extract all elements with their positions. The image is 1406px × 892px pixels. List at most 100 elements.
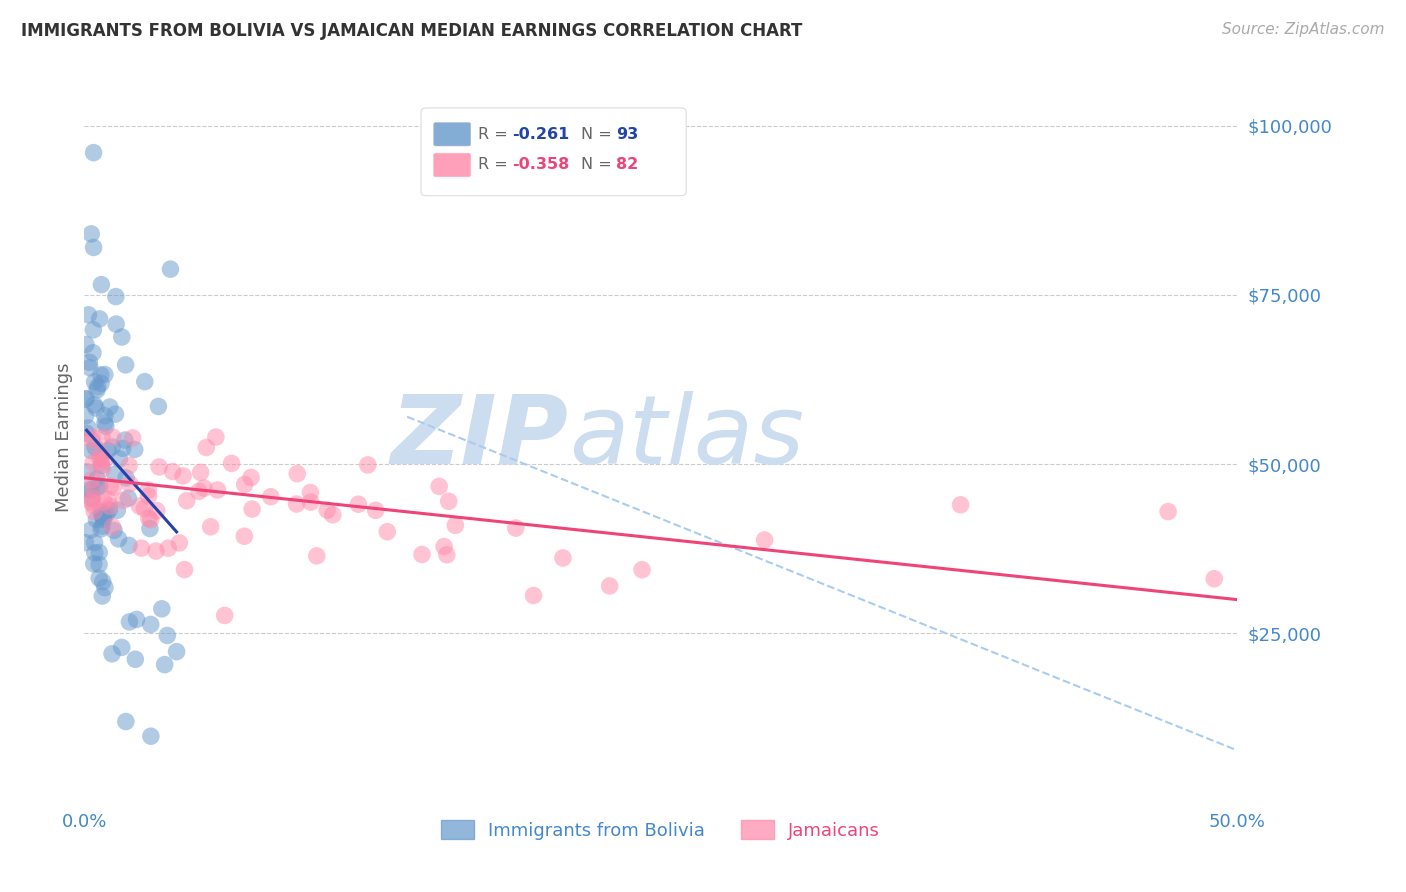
Point <box>86 472 108 486</box>
Point <box>118 458 141 473</box>
Point <box>364 503 387 517</box>
Point <box>505 521 527 535</box>
Point <box>97 443 120 458</box>
Point <box>82 323 104 337</box>
Point <box>90 456 112 470</box>
Point <box>77 421 100 435</box>
Point <box>91 462 114 476</box>
Text: ZIP: ZIP <box>391 391 568 483</box>
Point <box>128 499 150 513</box>
Point <box>96 507 118 521</box>
Text: -0.358: -0.358 <box>512 158 569 172</box>
Point <box>89 447 111 461</box>
Point <box>118 538 141 552</box>
Point <box>100 479 122 493</box>
FancyBboxPatch shape <box>433 122 471 146</box>
Point <box>157 541 180 556</box>
Text: 93: 93 <box>616 127 638 142</box>
Point <box>114 433 136 447</box>
Point <box>111 330 134 344</box>
Point <box>347 497 370 511</box>
Point <box>94 368 117 382</box>
Point <box>124 652 146 666</box>
Point <box>427 479 450 493</box>
Point <box>82 456 104 470</box>
Point <box>190 466 212 480</box>
Point <box>90 368 112 382</box>
Point <box>91 519 114 533</box>
Point <box>522 589 544 603</box>
Point <box>118 476 141 491</box>
Point <box>117 491 139 506</box>
Point <box>949 498 972 512</box>
Point <box>82 491 104 506</box>
Text: N =: N = <box>581 158 617 172</box>
Point <box>97 492 120 507</box>
Point <box>299 495 322 509</box>
Point <box>193 481 215 495</box>
Point <box>75 337 97 351</box>
Point <box>80 483 103 497</box>
Point <box>233 529 256 543</box>
Point <box>76 465 98 479</box>
FancyBboxPatch shape <box>420 108 686 195</box>
Point <box>207 483 229 497</box>
Point <box>83 557 105 571</box>
Point <box>80 491 103 506</box>
Point <box>599 579 621 593</box>
Point <box>89 311 111 326</box>
Point <box>83 546 105 560</box>
Point <box>134 501 156 516</box>
Text: 82: 82 <box>616 158 638 172</box>
Point <box>111 640 134 655</box>
Point <box>260 490 283 504</box>
Point <box>98 400 121 414</box>
Text: R =: R = <box>478 127 512 142</box>
Point <box>118 615 141 629</box>
Point <box>436 548 458 562</box>
Point <box>134 375 156 389</box>
Point <box>94 416 117 430</box>
Point <box>84 401 107 415</box>
Point <box>240 470 263 484</box>
Point <box>551 551 574 566</box>
Point <box>125 612 148 626</box>
Point <box>240 502 263 516</box>
Point <box>322 508 344 522</box>
Point <box>90 505 112 519</box>
Point <box>77 308 100 322</box>
Point <box>437 494 460 508</box>
Point <box>84 441 107 455</box>
Point <box>104 407 127 421</box>
Point <box>200 520 222 534</box>
Point <box>101 430 124 444</box>
Point <box>83 375 105 389</box>
Point <box>75 426 97 441</box>
Point <box>75 535 97 549</box>
Point <box>75 409 97 423</box>
Text: N =: N = <box>581 127 617 142</box>
Point <box>205 430 228 444</box>
Point <box>83 535 105 549</box>
Point <box>89 571 111 585</box>
Point <box>77 483 100 497</box>
Point <box>139 522 162 536</box>
Point <box>173 563 195 577</box>
Point <box>80 443 103 458</box>
Point <box>86 383 108 397</box>
Point <box>103 480 125 494</box>
Point <box>285 497 308 511</box>
Point <box>148 400 170 414</box>
Point <box>121 431 143 445</box>
Point <box>94 419 117 434</box>
Point <box>90 458 112 473</box>
Point <box>156 628 179 642</box>
Point <box>82 345 104 359</box>
Point <box>172 469 194 483</box>
Point <box>169 536 191 550</box>
Point <box>188 484 211 499</box>
Point <box>139 617 162 632</box>
Point <box>285 467 308 481</box>
Point <box>105 503 128 517</box>
Point <box>111 442 134 456</box>
